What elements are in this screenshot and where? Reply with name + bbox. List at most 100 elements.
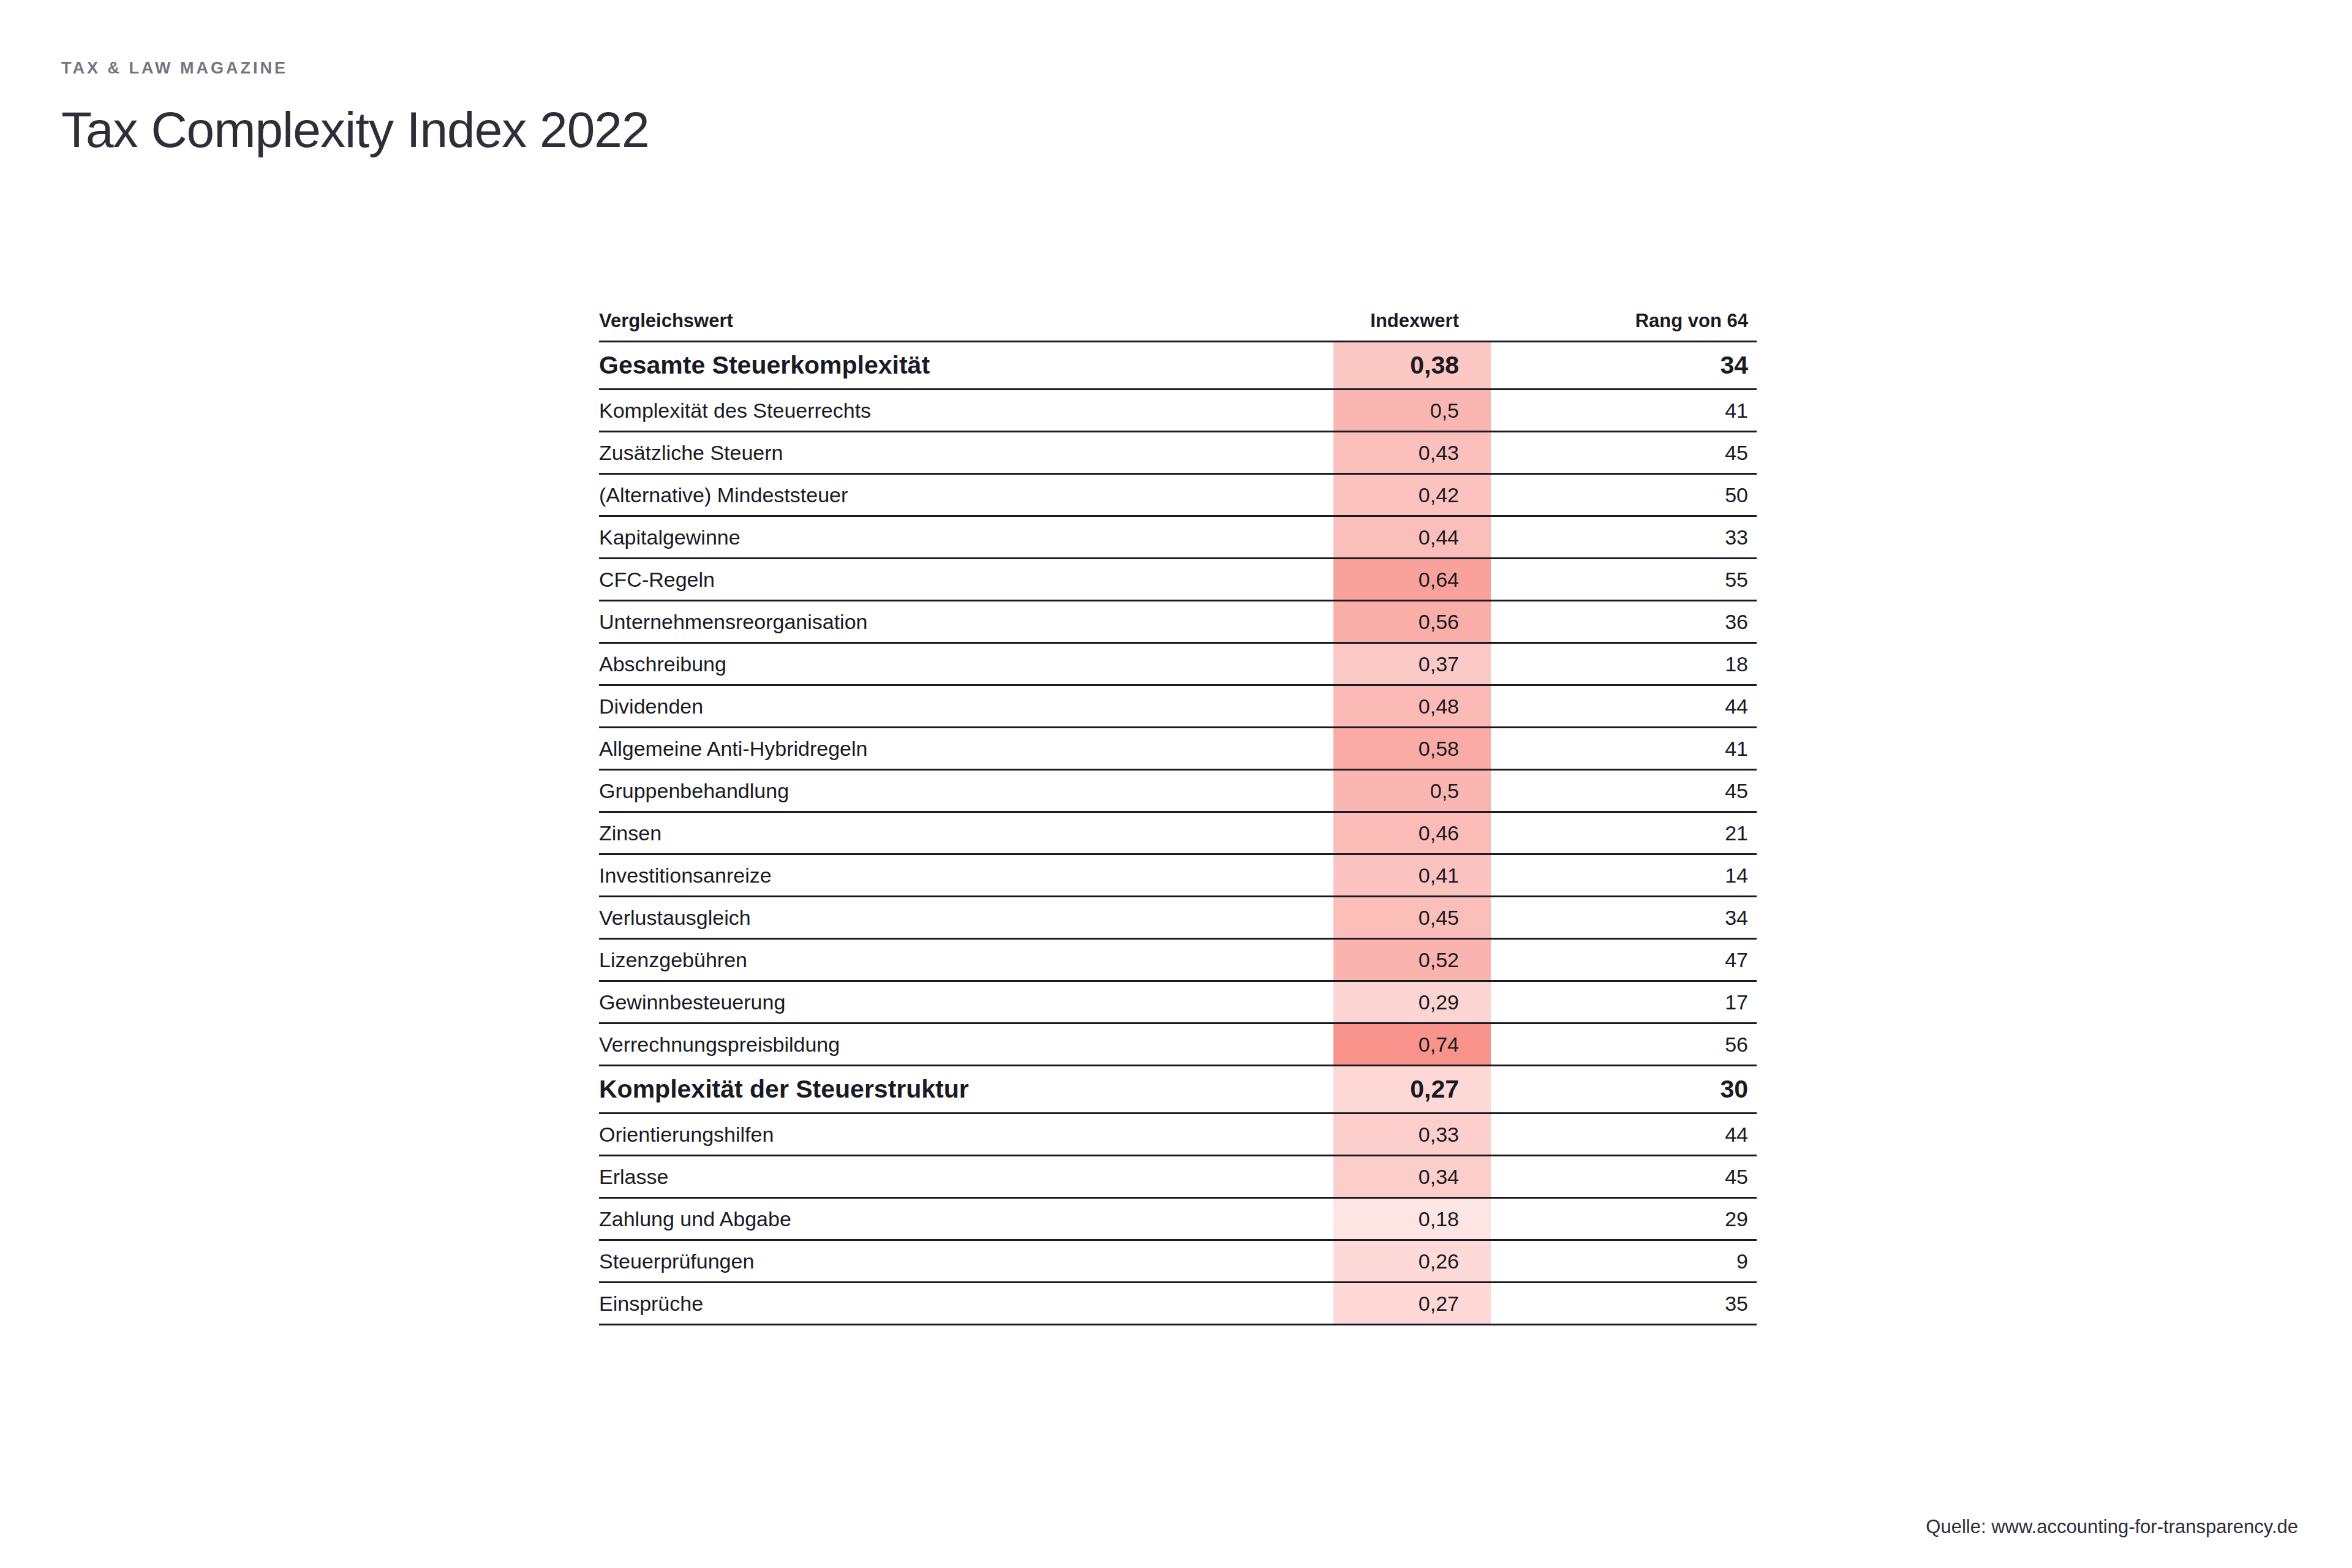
row-rank: 45 bbox=[1491, 441, 1757, 465]
table-row: Investitionsanreize 0,41 14 bbox=[599, 855, 1757, 897]
row-indexwert-cell: 0,48 bbox=[1333, 686, 1491, 726]
table-row: Unternehmensreorganisation 0,56 36 bbox=[599, 601, 1757, 644]
row-label: Komplexität der Steuerstruktur bbox=[599, 1075, 1333, 1104]
table-row: Gewinnbesteuerung 0,29 17 bbox=[599, 982, 1757, 1024]
row-label: Steuerprüfungen bbox=[599, 1250, 1333, 1273]
row-rank: 29 bbox=[1491, 1207, 1757, 1231]
table-row: Zusätzliche Steuern 0,43 45 bbox=[599, 432, 1757, 475]
table-row: Zahlung und Abgabe 0,18 29 bbox=[599, 1199, 1757, 1241]
row-indexwert-cell: 0,43 bbox=[1333, 432, 1491, 473]
column-header-vergleichswert: Vergleichswert bbox=[599, 310, 1333, 332]
row-indexwert-cell: 0,46 bbox=[1333, 813, 1491, 853]
row-rank: 14 bbox=[1491, 864, 1757, 888]
row-rank: 34 bbox=[1491, 906, 1757, 930]
row-label: Verrechnungspreisbildung bbox=[599, 1033, 1333, 1057]
column-header-indexwert: Indexwert bbox=[1333, 310, 1491, 332]
masthead: TAX & LAW MAGAZINE Tax Complexity Index … bbox=[61, 59, 649, 159]
row-indexwert-cell: 0,5 bbox=[1333, 390, 1491, 431]
table-body: Gesamte Steuerkomplexität 0,38 34 Komple… bbox=[599, 342, 1757, 1325]
row-indexwert-cell: 0,56 bbox=[1333, 601, 1491, 642]
row-rank: 44 bbox=[1491, 1123, 1757, 1147]
table-row: Zinsen 0,46 21 bbox=[599, 813, 1757, 855]
table-header-row: Vergleichswert Indexwert Rang von 64 bbox=[599, 310, 1757, 342]
row-rank: 45 bbox=[1491, 1165, 1757, 1189]
row-indexwert-cell: 0,64 bbox=[1333, 559, 1491, 600]
row-rank: 41 bbox=[1491, 399, 1757, 423]
row-label: Allgemeine Anti-Hybridregeln bbox=[599, 737, 1333, 761]
source-note: Quelle: www.accounting-for-transparency.… bbox=[1926, 1516, 2298, 1538]
row-rank: 30 bbox=[1491, 1075, 1757, 1104]
row-rank: 36 bbox=[1491, 610, 1757, 634]
row-rank: 56 bbox=[1491, 1033, 1757, 1057]
table-row: Allgemeine Anti-Hybridregeln 0,58 41 bbox=[599, 728, 1757, 771]
row-indexwert-cell: 0,45 bbox=[1333, 897, 1491, 938]
row-rank: 45 bbox=[1491, 779, 1757, 803]
row-indexwert-cell: 0,27 bbox=[1333, 1066, 1491, 1112]
table-row: CFC-Regeln 0,64 55 bbox=[599, 559, 1757, 601]
row-rank: 9 bbox=[1491, 1250, 1757, 1273]
row-label: Zahlung und Abgabe bbox=[599, 1207, 1333, 1231]
row-rank: 47 bbox=[1491, 948, 1757, 972]
row-label: Verlustausgleich bbox=[599, 906, 1333, 930]
row-label: Abschreibung bbox=[599, 652, 1333, 676]
row-rank: 50 bbox=[1491, 483, 1757, 507]
row-indexwert-cell: 0,18 bbox=[1333, 1199, 1491, 1239]
row-indexwert-cell: 0,34 bbox=[1333, 1156, 1491, 1197]
row-indexwert-cell: 0,41 bbox=[1333, 855, 1491, 895]
row-label: Kapitalgewinne bbox=[599, 526, 1333, 549]
magazine-eyebrow: TAX & LAW MAGAZINE bbox=[61, 59, 649, 78]
row-rank: 44 bbox=[1491, 695, 1757, 718]
table-row: Einsprüche 0,27 35 bbox=[599, 1283, 1757, 1325]
row-rank: 21 bbox=[1491, 821, 1757, 845]
row-label: Gruppenbehandlung bbox=[599, 779, 1333, 803]
table-row: (Alternative) Mindeststeuer 0,42 50 bbox=[599, 475, 1757, 517]
page: TAX & LAW MAGAZINE Tax Complexity Index … bbox=[0, 0, 2352, 1568]
table-row: Lizenzgebühren 0,52 47 bbox=[599, 940, 1757, 982]
table-row: Orientierungshilfen 0,33 44 bbox=[599, 1114, 1757, 1156]
row-label: Orientierungshilfen bbox=[599, 1123, 1333, 1147]
row-indexwert-cell: 0,44 bbox=[1333, 517, 1491, 557]
row-indexwert-cell: 0,52 bbox=[1333, 940, 1491, 980]
row-label: Dividenden bbox=[599, 695, 1333, 718]
row-rank: 55 bbox=[1491, 568, 1757, 592]
table-row: Verlustausgleich 0,45 34 bbox=[599, 897, 1757, 940]
row-indexwert-cell: 0,27 bbox=[1333, 1283, 1491, 1324]
table-row: Verrechnungspreisbildung 0,74 56 bbox=[599, 1024, 1757, 1066]
row-rank: 35 bbox=[1491, 1292, 1757, 1316]
table-row: Dividenden 0,48 44 bbox=[599, 686, 1757, 728]
row-label: Komplexität des Steuerrechts bbox=[599, 399, 1333, 423]
table-row: Komplexität des Steuerrechts 0,5 41 bbox=[599, 390, 1757, 432]
column-header-rang-von-64: Rang von 64 bbox=[1491, 310, 1757, 332]
row-indexwert-cell: 0,42 bbox=[1333, 475, 1491, 515]
table-row: Komplexität der Steuerstruktur 0,27 30 bbox=[599, 1066, 1757, 1114]
row-rank: 34 bbox=[1491, 351, 1757, 380]
row-indexwert-cell: 0,58 bbox=[1333, 728, 1491, 769]
row-label: Erlasse bbox=[599, 1165, 1333, 1189]
row-indexwert-cell: 0,5 bbox=[1333, 771, 1491, 811]
row-indexwert-cell: 0,26 bbox=[1333, 1241, 1491, 1281]
row-indexwert-cell: 0,38 bbox=[1333, 342, 1491, 388]
row-label: Investitionsanreize bbox=[599, 864, 1333, 888]
row-label: Zusätzliche Steuern bbox=[599, 441, 1333, 465]
row-label: Einsprüche bbox=[599, 1292, 1333, 1316]
row-rank: 33 bbox=[1491, 526, 1757, 549]
row-indexwert-cell: 0,74 bbox=[1333, 1024, 1491, 1065]
complexity-table: Vergleichswert Indexwert Rang von 64 Ges… bbox=[599, 310, 1757, 1325]
row-label: Zinsen bbox=[599, 821, 1333, 845]
page-title: Tax Complexity Index 2022 bbox=[61, 101, 649, 159]
row-label: Gesamte Steuerkomplexität bbox=[599, 351, 1333, 380]
row-rank: 41 bbox=[1491, 737, 1757, 761]
table-row: Abschreibung 0,37 18 bbox=[599, 644, 1757, 686]
row-indexwert-cell: 0,33 bbox=[1333, 1114, 1491, 1155]
row-label: Lizenzgebühren bbox=[599, 948, 1333, 972]
row-indexwert-cell: 0,37 bbox=[1333, 644, 1491, 684]
table-row: Kapitalgewinne 0,44 33 bbox=[599, 517, 1757, 559]
row-rank: 18 bbox=[1491, 652, 1757, 676]
row-label: CFC-Regeln bbox=[599, 568, 1333, 592]
table-row: Gesamte Steuerkomplexität 0,38 34 bbox=[599, 342, 1757, 390]
table-row: Erlasse 0,34 45 bbox=[599, 1156, 1757, 1199]
table-row: Gruppenbehandlung 0,5 45 bbox=[599, 771, 1757, 813]
row-label: (Alternative) Mindeststeuer bbox=[599, 483, 1333, 507]
row-label: Gewinnbesteuerung bbox=[599, 990, 1333, 1014]
row-indexwert-cell: 0,29 bbox=[1333, 982, 1491, 1022]
